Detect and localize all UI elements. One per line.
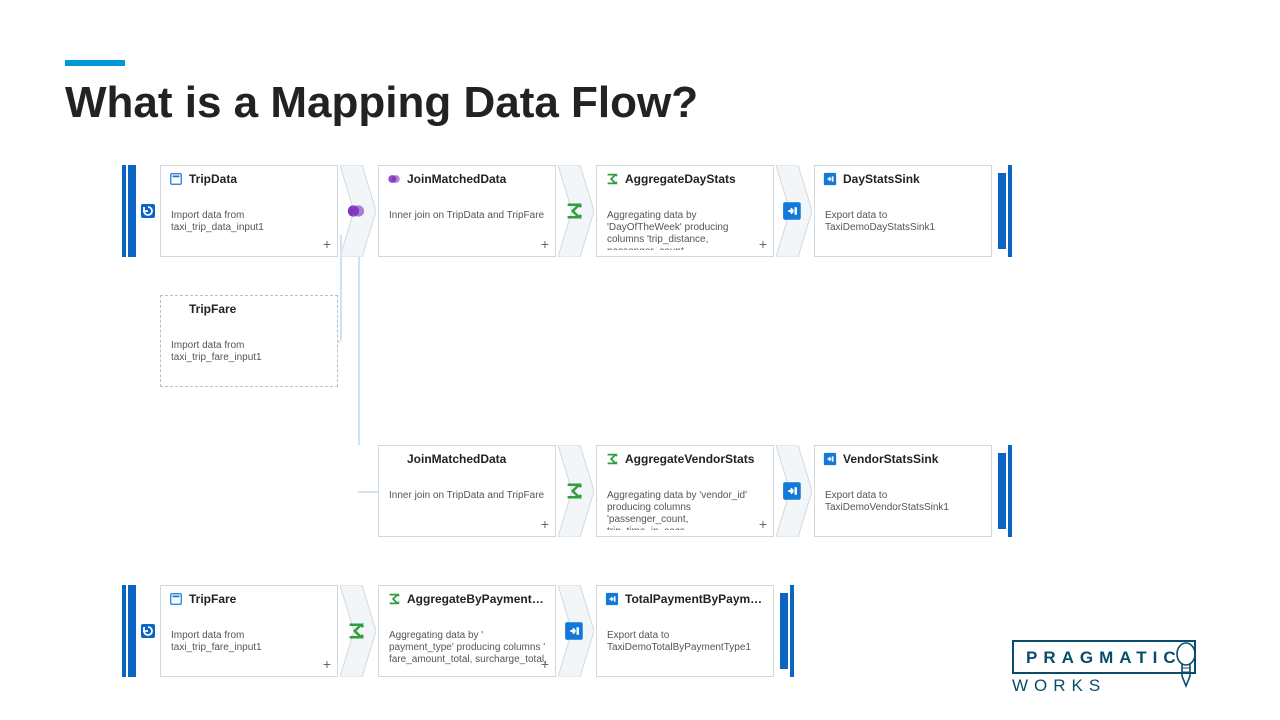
add-icon[interactable]: +: [323, 656, 331, 672]
source-icon: [140, 203, 156, 219]
flow-node[interactable]: DayStatsSink Export data to TaxiDemoDaySt…: [814, 165, 992, 257]
add-icon[interactable]: +: [323, 236, 331, 252]
sink-icon: [564, 621, 584, 641]
node-title: DayStatsSink: [843, 172, 983, 186]
source-icon: [140, 623, 156, 639]
flow-node[interactable]: TotalPaymentByPaymen... Export data to Ta…: [596, 585, 774, 677]
source-marker: [122, 165, 156, 257]
node-title: AggregateDayStats: [625, 172, 765, 186]
brand-logo: PRAGMATIC WORKS: [1012, 640, 1232, 696]
node-title: TripFare: [189, 592, 329, 606]
sink-marker: [996, 445, 1012, 537]
agg-icon: [605, 452, 619, 466]
flow-node[interactable]: AggregateVendorStats Aggregating data by …: [596, 445, 774, 537]
dataset-icon: [169, 172, 183, 186]
node-desc: Export data to TaxiDemoVendorStatsSink1: [825, 490, 983, 530]
node-desc: Aggregating data by 'vendor_id' producin…: [607, 490, 765, 530]
node-desc: Inner join on TripData and TripFare: [389, 210, 547, 250]
node-desc: Inner join on TripData and TripFare: [389, 490, 547, 530]
flow-node[interactable]: TripFare Import data from taxi_trip_fare_…: [160, 585, 338, 677]
node-desc: Import data from taxi_trip_data_input1: [171, 210, 329, 250]
connector-line: [340, 235, 342, 341]
node-desc: Aggregating data by ' payment_type' prod…: [389, 630, 547, 670]
dataset-icon: [169, 592, 183, 606]
flow-node[interactable]: AggregateDayStats Aggregating data by 'Da…: [596, 165, 774, 257]
node-title: TripData: [189, 172, 329, 186]
slide: What is a Mapping Data Flow? TripData Imp…: [0, 0, 1280, 720]
flow-node[interactable]: TripFare Import data from taxi_trip_fare_…: [160, 295, 338, 387]
agg-icon: [346, 621, 366, 641]
flow-node[interactable]: JoinMatchedData Inner join on TripData an…: [378, 165, 556, 257]
slide-title: What is a Mapping Data Flow?: [65, 78, 698, 128]
node-desc: Export data to TaxiDemoTotalByPaymentTyp…: [607, 630, 765, 670]
node-title: VendorStatsSink: [843, 452, 983, 466]
add-icon[interactable]: +: [541, 656, 549, 672]
connector-line: [358, 257, 360, 445]
node-title: JoinMatchedData: [407, 172, 547, 186]
flow-node[interactable]: JoinMatchedData Inner join on TripData an…: [378, 445, 556, 537]
sink-marker: [778, 585, 794, 677]
flow-node[interactable]: VendorStatsSink Export data to TaxiDemoVe…: [814, 445, 992, 537]
sink-icon: [605, 592, 619, 606]
accent-bar: [65, 60, 125, 66]
node-desc: Export data to TaxiDemoDayStatsSink1: [825, 210, 983, 250]
add-icon[interactable]: +: [759, 236, 767, 252]
add-icon[interactable]: +: [541, 236, 549, 252]
sink-icon: [782, 481, 802, 501]
join-icon: [346, 201, 366, 221]
node-title: AggregateVendorStats: [625, 452, 765, 466]
agg-icon: [605, 172, 619, 186]
agg-icon: [564, 201, 584, 221]
node-desc: Aggregating data by 'DayOfTheWeek' produ…: [607, 210, 765, 250]
bulb-icon: [1174, 642, 1198, 694]
add-icon[interactable]: +: [759, 516, 767, 532]
sink-icon: [782, 201, 802, 221]
flow-node[interactable]: TripData Import data from taxi_trip_data_…: [160, 165, 338, 257]
node-title: TotalPaymentByPaymen...: [625, 592, 765, 606]
source-marker: [122, 585, 156, 677]
node-desc: Import data from taxi_trip_fare_input1: [171, 630, 329, 670]
node-title: JoinMatchedData: [407, 452, 547, 466]
sink-marker: [996, 165, 1012, 257]
node-title: TripFare: [189, 302, 329, 316]
sink-icon: [823, 452, 837, 466]
connector-line: [358, 491, 378, 493]
connector-line: [338, 341, 340, 343]
flow-node[interactable]: AggregateByPaymentTy... Aggregating data …: [378, 585, 556, 677]
flow-canvas: TripData Import data from taxi_trip_data_…: [120, 165, 1180, 705]
join-icon: [387, 172, 401, 186]
node-title: AggregateByPaymentTy...: [407, 592, 547, 606]
brand-line1: PRAGMATIC: [1012, 640, 1196, 674]
brand-line2: WORKS: [1012, 676, 1196, 696]
add-icon[interactable]: +: [541, 516, 549, 532]
sink-icon: [823, 172, 837, 186]
node-desc: Import data from taxi_trip_fare_input1: [171, 340, 329, 380]
agg-icon: [564, 481, 584, 501]
agg-icon: [387, 592, 401, 606]
